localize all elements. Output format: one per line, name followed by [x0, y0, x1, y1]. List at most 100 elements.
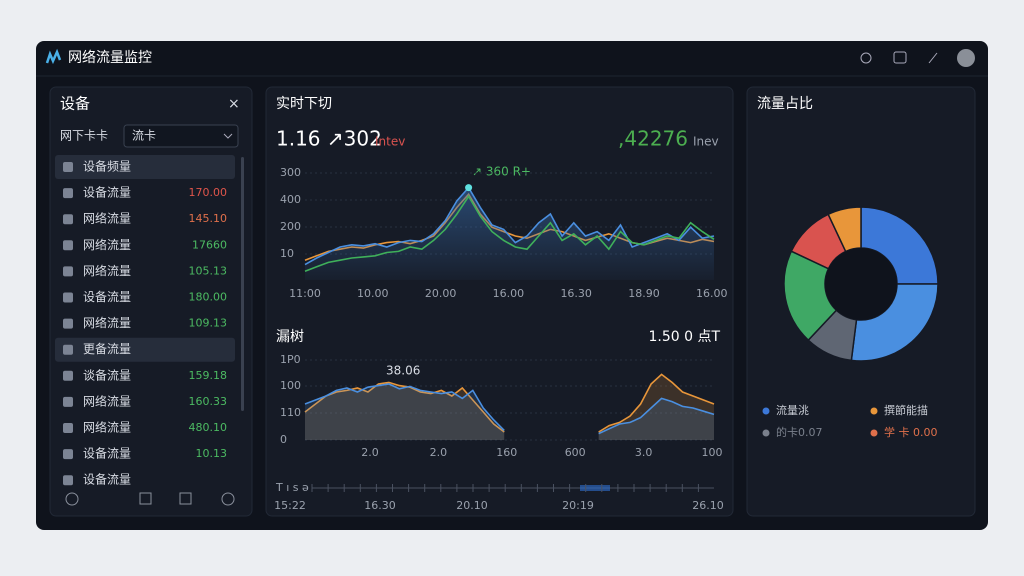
close-button[interactable]: ×: [228, 96, 240, 112]
x-tick-label: 2.0: [361, 446, 379, 459]
timeline-selection[interactable]: [580, 485, 610, 491]
stat: ,42276: [618, 127, 688, 151]
x-tick-label: 2.0: [430, 446, 448, 459]
y-tick-label: 200: [280, 220, 301, 233]
annotation: ↗ 360 R+: [472, 165, 531, 179]
item-icon: [63, 318, 73, 329]
list-highlight: [55, 155, 235, 179]
x-tick-label: 11:00: [289, 287, 321, 300]
dropdown[interactable]: [123, 124, 239, 148]
item-name[interactable]: 更备流量: [83, 342, 131, 356]
item-name[interactable]: 网络流量: [83, 393, 131, 408]
item-value: 17660: [192, 238, 227, 251]
legend-swatch: [870, 429, 878, 437]
realtime-panel: [265, 86, 734, 517]
item-value: 480.10: [189, 421, 228, 434]
scrollbar[interactable]: [241, 157, 244, 411]
stat-unit: Inev: [693, 135, 719, 149]
legend-label: 的卡0.07: [776, 425, 823, 439]
legend-swatch: [762, 429, 770, 437]
item-value: 159.18: [189, 369, 228, 382]
item-icon: [63, 266, 73, 277]
item-icon: [63, 188, 73, 199]
timeline-tick-label: 20.10: [456, 499, 488, 512]
x-tick-label: 16.00: [696, 287, 728, 300]
item-value: 180.00: [189, 291, 228, 304]
timeline-tick-label: 26.10: [692, 499, 724, 512]
item-icon: [63, 240, 73, 251]
item-icon: [63, 475, 73, 486]
x-tick-label: 16.30: [560, 287, 592, 300]
x-tick-label: 20.00: [425, 287, 457, 300]
timeline-tick-label: 20:19: [562, 499, 594, 512]
peak-dot: [465, 184, 473, 192]
edit-icon[interactable]: [928, 52, 938, 64]
item-name[interactable]: 谈备流量: [83, 368, 131, 382]
timeline-label: T ı s ə: [275, 481, 309, 494]
app-title: 网络流量监控: [68, 50, 152, 66]
item-name[interactable]: 网络流量: [83, 420, 131, 435]
dropdown-value: 流卡: [132, 129, 156, 143]
line: [304, 373, 715, 433]
item-name[interactable]: 网络流量: [83, 237, 131, 252]
legend-swatch: [870, 407, 878, 415]
annotation: 38.06: [386, 364, 420, 378]
panel-title: 流量占比: [757, 96, 813, 112]
icon[interactable]: [221, 492, 235, 506]
item-name[interactable]: 设备频量: [83, 160, 131, 174]
item-value: 10.13: [196, 447, 228, 460]
item-name[interactable]: 设备流量: [83, 473, 131, 487]
legend-swatch: [762, 407, 770, 415]
icon[interactable]: [139, 492, 152, 505]
monitor-icon[interactable]: [893, 51, 907, 64]
settings-icon[interactable]: [860, 52, 872, 64]
avatar[interactable]: [957, 49, 975, 67]
x-tick-label: 160: [496, 446, 517, 459]
y-tick-label: 400: [280, 193, 301, 206]
item-icon: [63, 344, 73, 355]
y-tick-label: 100: [280, 379, 301, 392]
chart-title: 漏树: [276, 329, 304, 345]
item-name[interactable]: 网络流量: [83, 211, 131, 226]
item-icon: [63, 292, 73, 303]
y-tick-label: 110: [280, 406, 301, 419]
x-tick-label: 10.00: [357, 287, 389, 300]
icon[interactable]: [179, 492, 192, 505]
x-tick-label: 18.90: [628, 287, 660, 300]
item-value: 160.33: [189, 395, 228, 408]
area: [305, 384, 714, 440]
item-icon: [63, 214, 73, 225]
x-tick-label: 3.0: [635, 446, 653, 459]
x-tick-label: 100: [702, 446, 723, 459]
item-value: 109.13: [189, 317, 228, 330]
area: [305, 187, 714, 280]
area: [305, 374, 714, 440]
item-name[interactable]: 设备流量: [83, 447, 131, 461]
line: [304, 186, 715, 266]
legend-label: 学 卡 0.00: [884, 425, 938, 439]
stat: 1.16 ↗302: [276, 127, 382, 151]
timeline-tick-label: 16.30: [364, 499, 396, 512]
logo: [45, 48, 62, 65]
x-tick-label: 16.00: [493, 287, 525, 300]
filter-label: 网下卡卡: [60, 129, 108, 143]
bottom-icons: [65, 492, 235, 506]
icon[interactable]: [65, 492, 79, 506]
panel-title: 实时下切: [276, 96, 332, 112]
item-value: 145.10: [189, 212, 228, 225]
item-name[interactable]: 网络流量: [83, 315, 131, 330]
y-tick-label: 300: [280, 166, 301, 179]
devices-panel: [49, 86, 253, 517]
item-name[interactable]: 网络流量: [83, 263, 131, 278]
y-tick-label: 1P0: [280, 353, 301, 366]
legend-label: 流量洮: [776, 403, 809, 417]
item-name[interactable]: 设备流量: [83, 290, 131, 304]
chevron: [223, 133, 233, 139]
legend-label: 撰節能描: [884, 403, 928, 417]
item-name[interactable]: 设备流量: [83, 186, 131, 200]
item-icon: [63, 370, 73, 381]
panel-title: 设备: [60, 95, 90, 113]
item-icon: [63, 396, 73, 407]
x-tick-label: 600: [565, 446, 586, 459]
